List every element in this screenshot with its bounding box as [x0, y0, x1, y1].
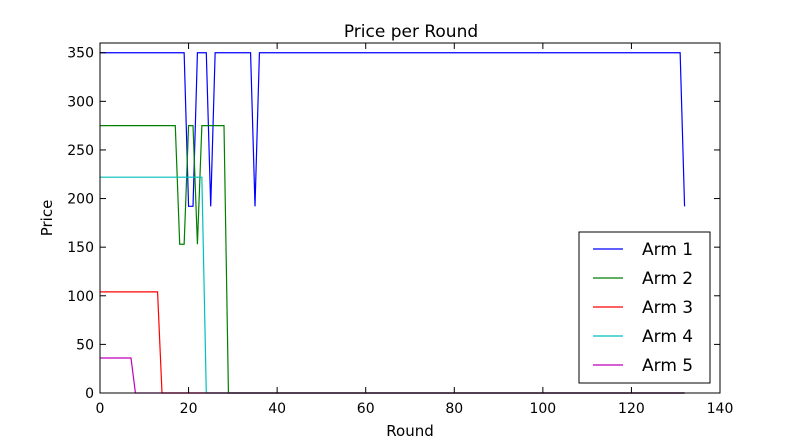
plot-frame: [99, 42, 721, 394]
y-axis-title: Price: [38, 200, 56, 237]
series-line-arm-2: [100, 125, 685, 394]
x-tick-label: 80: [445, 401, 463, 417]
y-tick-label: 50: [76, 337, 94, 353]
series-line-arm-1: [100, 52, 686, 207]
legend-label-arm-5: Arm 5: [642, 356, 693, 376]
y-tick-label: 250: [67, 143, 94, 159]
x-tick-label: 120: [618, 401, 645, 417]
y-tick-label: 350: [67, 46, 94, 62]
legend-label-arm-3: Arm 3: [642, 298, 693, 318]
legend-label-arm-1: Arm 1: [642, 240, 693, 260]
y-tick-label: 200: [67, 192, 94, 208]
x-tick-label: 40: [268, 401, 286, 417]
chart-title: Price per Round: [344, 22, 478, 42]
y-tick-label: 100: [67, 289, 94, 305]
x-tick-label: 0: [96, 401, 105, 417]
x-tick-label: 140: [707, 401, 734, 417]
legend: Arm 1 Arm 2 Arm 3 Arm 4 Arm 5: [578, 231, 711, 384]
y-tick-label: 300: [67, 94, 94, 110]
x-tick-label: 100: [529, 401, 556, 417]
legend-label-arm-2: Arm 2: [642, 269, 693, 289]
x-tick-label: 60: [357, 401, 375, 417]
y-tick-label: 150: [67, 240, 94, 256]
axis-ticks: 0 20 40 60 80 100 120 140 0 50 100 150 200 250 300 350: [67, 43, 733, 417]
legend-label-arm-4: Arm 4: [642, 327, 693, 347]
x-tick-label: 20: [180, 401, 198, 417]
x-axis-title: Round: [386, 422, 433, 437]
y-tick-label: 0: [85, 386, 94, 402]
